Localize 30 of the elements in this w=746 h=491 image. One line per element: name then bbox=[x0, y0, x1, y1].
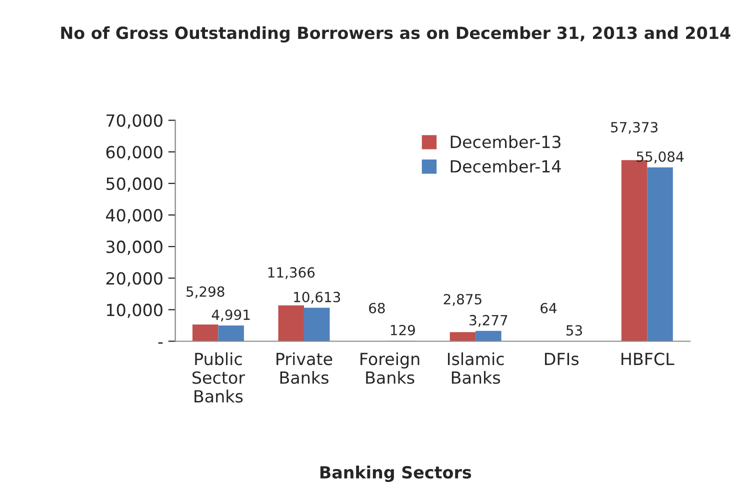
x-tick-label: HBFCL bbox=[622, 352, 674, 366]
y-tick-label: - bbox=[158, 342, 163, 344]
legend-label: December-13 bbox=[450, 135, 560, 148]
y-tick-label: 50,000 bbox=[106, 177, 162, 192]
y-tick-label: 40,000 bbox=[106, 208, 162, 224]
chart-title: No of Gross Outstanding Borrowers as on December 31, 2013 and 2014 bbox=[61, 26, 730, 42]
x-tick-label: Islamic Banks bbox=[448, 352, 504, 384]
y-tick-label: 60,000 bbox=[106, 146, 162, 160]
legend-label: December-14 bbox=[450, 160, 561, 173]
data-label: 10,613 bbox=[294, 292, 340, 304]
data-label: 53 bbox=[566, 325, 582, 336]
data-label: 55,084 bbox=[636, 151, 684, 164]
y-tick-label: 20,000 bbox=[106, 272, 162, 286]
data-label: 57,373 bbox=[611, 122, 658, 134]
data-label: 64 bbox=[540, 302, 557, 314]
y-tick-label: 70,000 bbox=[106, 114, 162, 129]
y-tick-label: 10,000 bbox=[107, 304, 162, 318]
y-tick-label: 30,000 bbox=[106, 240, 162, 255]
data-label: 4,991 bbox=[212, 310, 250, 322]
data-label: 129 bbox=[390, 324, 415, 336]
data-label: 5,298 bbox=[186, 286, 224, 298]
x-tick-label: Public Sector Banks bbox=[192, 352, 245, 403]
x-tick-label: DFIs bbox=[544, 352, 579, 366]
data-label: 3,277 bbox=[470, 314, 508, 327]
x-axis-title: Banking Sectors bbox=[320, 466, 472, 482]
data-label: 11,366 bbox=[268, 267, 315, 280]
data-label: 2,875 bbox=[444, 294, 482, 306]
x-tick-label: Private Banks bbox=[276, 352, 332, 384]
x-tick-label: Foreign Banks bbox=[360, 352, 420, 384]
data-label: 68 bbox=[369, 302, 385, 314]
